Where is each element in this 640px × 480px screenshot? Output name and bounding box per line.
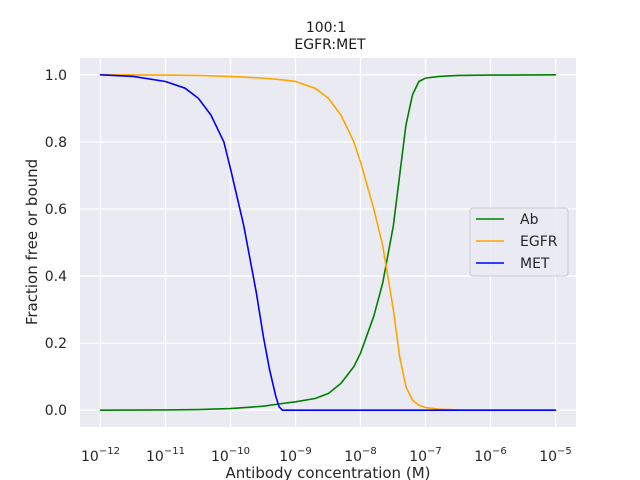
x-tick-exponent: −8 (362, 446, 377, 457)
series-lines (99, 73, 557, 412)
y-tick-labels: 0.0 0.2 0.4 0.6 0.8 1.0 (45, 68, 67, 419)
x-tick-label: 10−9 (279, 446, 312, 465)
x-tick-exponent: −10 (229, 446, 250, 457)
legend-label-met: MET (520, 256, 550, 272)
x-tick-labels: 10−12 10−11 10−10 10−9 10−8 10−7 10−6 10−5 (81, 446, 572, 465)
legend-box (469, 207, 569, 277)
x-tick-base: 10 (146, 449, 164, 465)
x-tick-label: 10−10 (211, 446, 250, 465)
y-tick-label: 0.2 (45, 336, 67, 352)
x-tick-label: 10−5 (539, 446, 572, 465)
x-tick-exponent: −5 (557, 446, 572, 457)
x-tick-label: 10−12 (81, 446, 120, 465)
x-tick-exponent: −7 (427, 446, 442, 457)
legend-label-egfr: EGFR (520, 234, 558, 250)
x-tick-label: 10−11 (146, 446, 185, 465)
series-line-egfr (99, 73, 557, 412)
x-tick-base: 10 (474, 449, 492, 465)
y-tick-label: 0.6 (45, 202, 67, 218)
x-tick-base: 10 (211, 449, 229, 465)
x-tick-base: 10 (539, 449, 557, 465)
x-tick-base: 10 (344, 449, 362, 465)
series-line-met (99, 73, 557, 412)
x-tick-base: 10 (81, 449, 99, 465)
y-axis-label: Fraction free or bound (23, 159, 41, 325)
x-axis-label: Antibody concentration (M) (226, 464, 431, 480)
x-tick-exponent: −9 (297, 446, 312, 457)
x-tick-label: 10−8 (344, 446, 377, 465)
y-tick-label: 0.4 (45, 269, 67, 285)
chart-title: 100:1 (306, 20, 346, 36)
x-tick-label: 10−7 (409, 446, 442, 465)
x-tick-exponent: −6 (492, 446, 507, 457)
x-tick-base: 10 (409, 449, 427, 465)
y-tick-label: 0.8 (45, 135, 67, 151)
y-tick-label: 0.0 (45, 403, 67, 419)
legend-label-ab: Ab (520, 212, 539, 228)
x-tick-exponent: −12 (99, 446, 120, 457)
x-tick-base: 10 (279, 449, 297, 465)
y-tick-label: 1.0 (45, 68, 67, 84)
x-tick-exponent: −11 (164, 446, 185, 457)
chart-subtitle: EGFR:MET (294, 37, 366, 53)
x-tick-label: 10−6 (474, 446, 507, 465)
series-line-ab (99, 73, 557, 412)
legend: Ab EGFR MET (469, 207, 569, 277)
